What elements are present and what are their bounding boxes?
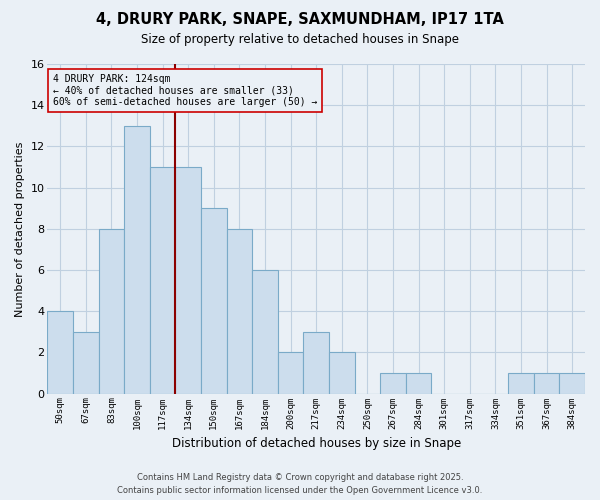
Bar: [227, 229, 252, 394]
Bar: [201, 208, 227, 394]
Bar: [175, 167, 201, 394]
Bar: [406, 373, 431, 394]
Bar: [98, 229, 124, 394]
Bar: [124, 126, 150, 394]
Bar: [304, 332, 329, 394]
Text: Size of property relative to detached houses in Snape: Size of property relative to detached ho…: [141, 32, 459, 46]
Y-axis label: Number of detached properties: Number of detached properties: [15, 141, 25, 316]
Bar: [380, 373, 406, 394]
Text: 4, DRURY PARK, SNAPE, SAXMUNDHAM, IP17 1TA: 4, DRURY PARK, SNAPE, SAXMUNDHAM, IP17 1…: [96, 12, 504, 28]
Bar: [252, 270, 278, 394]
Text: Contains HM Land Registry data © Crown copyright and database right 2025.
Contai: Contains HM Land Registry data © Crown c…: [118, 473, 482, 495]
Bar: [278, 352, 304, 394]
Bar: [329, 352, 355, 394]
Bar: [47, 311, 73, 394]
Bar: [150, 167, 175, 394]
Text: 4 DRURY PARK: 124sqm
← 40% of detached houses are smaller (33)
60% of semi-detac: 4 DRURY PARK: 124sqm ← 40% of detached h…: [53, 74, 317, 107]
Bar: [73, 332, 98, 394]
Bar: [559, 373, 585, 394]
Bar: [534, 373, 559, 394]
X-axis label: Distribution of detached houses by size in Snape: Distribution of detached houses by size …: [172, 437, 461, 450]
Bar: [508, 373, 534, 394]
